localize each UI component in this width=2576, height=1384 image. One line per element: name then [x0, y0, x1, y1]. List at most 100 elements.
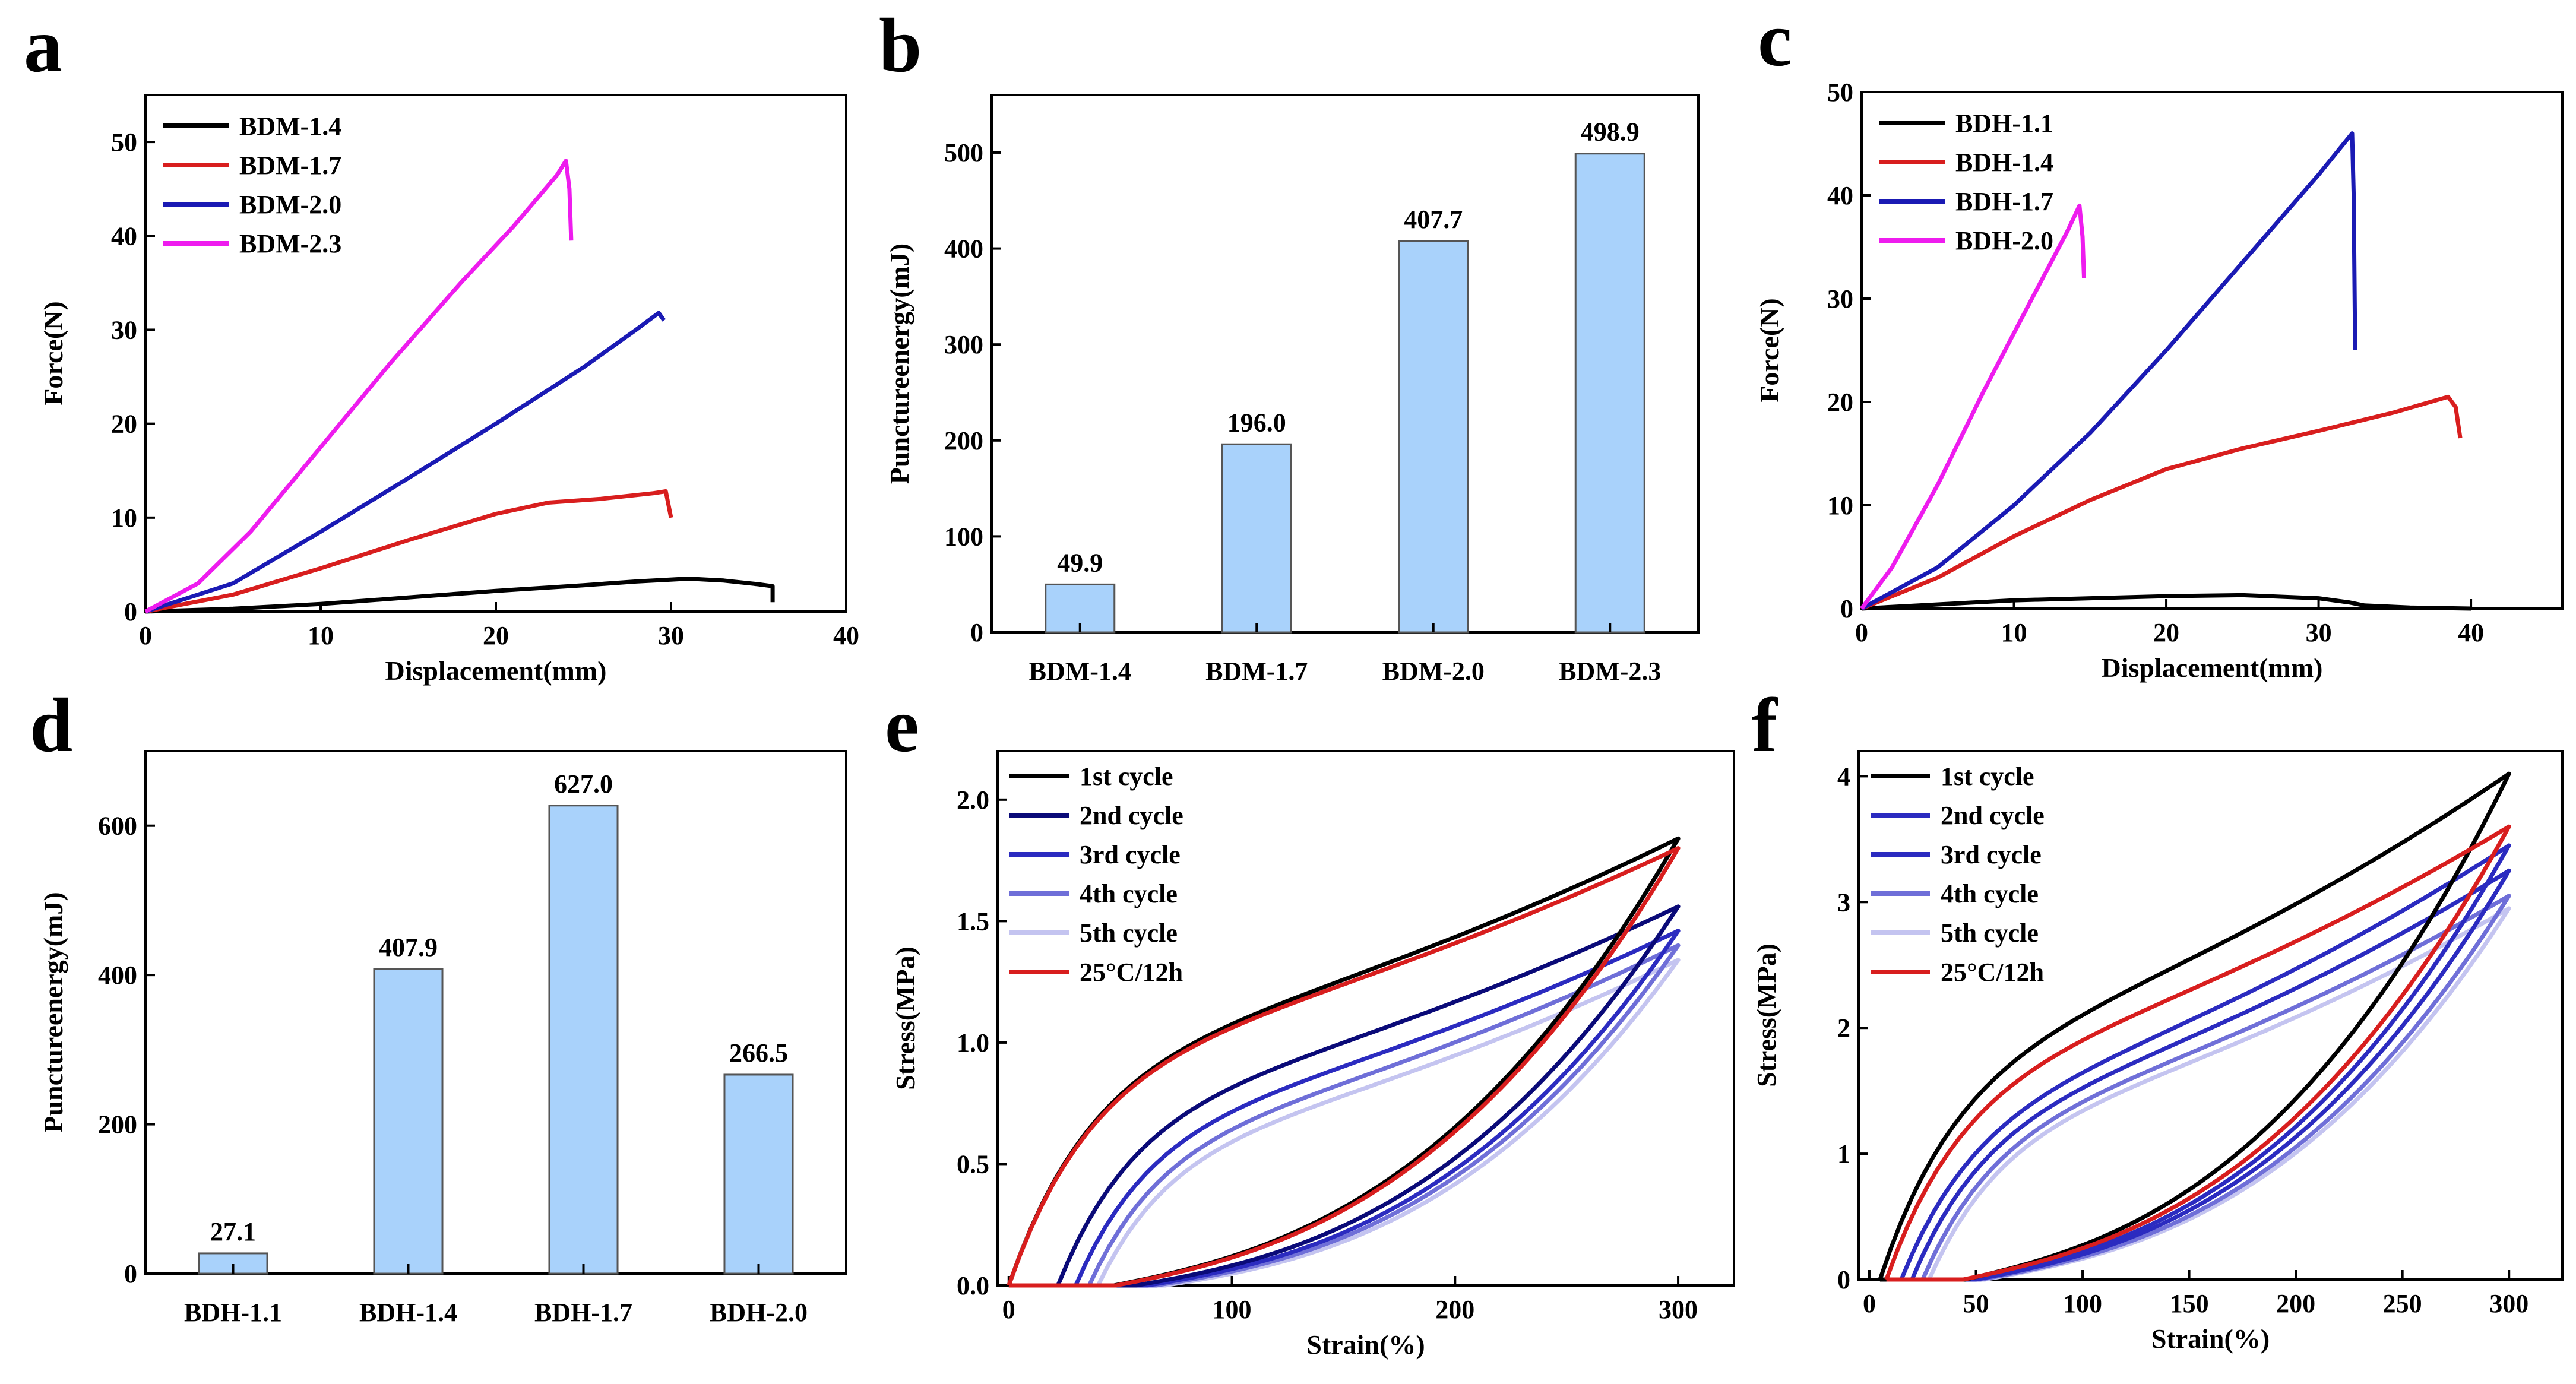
f-xtick-label: 50 [1963, 1289, 1989, 1318]
f-xtick-label: 200 [2276, 1289, 2315, 1318]
f-legend-label: 5th cycle [1941, 919, 2039, 948]
e-ylabel: Stress(MPa) [890, 946, 920, 1090]
c-series-line [1860, 394, 2463, 611]
e-frame [996, 750, 1735, 1287]
c-xlabel: Displacement(mm) [2101, 653, 2322, 683]
f-legend-label: 3rd cycle [1941, 840, 2042, 869]
a-xtick-label: 10 [308, 621, 334, 650]
panel-label-b: b [879, 3, 922, 88]
chart-e: 0.0 0.5 1.0 1.5 2.0 0 100 200 300 Strain(%) Stress… [890, 750, 1735, 1360]
d-bar [723, 1073, 794, 1275]
e-xtick-label: 200 [1435, 1295, 1474, 1324]
e-series-loop [1056, 904, 1681, 1288]
d-category-label: BDH-1.1 [184, 1298, 282, 1327]
chart-f: 0 1 2 3 4 0 50 100 150 200 250 300 Strain(%) Stress(M… [1751, 750, 2564, 1354]
e-ytick-label: 2.0 [957, 786, 989, 815]
f-ytick-label: 1 [1837, 1139, 1850, 1168]
b-category-label: BDM-2.3 [1559, 657, 1661, 686]
a-ylabel: Force(N) [38, 301, 68, 405]
c-xtick-label: 20 [2153, 618, 2179, 647]
a-series-line [144, 311, 666, 614]
d-ytick-label: 0 [124, 1259, 137, 1288]
d-bar-value-label: 27.1 [210, 1217, 256, 1246]
f-xtick-label: 150 [2170, 1289, 2209, 1318]
b-bar-value-label: 196.0 [1227, 408, 1286, 437]
f-ytick-label: 0 [1837, 1265, 1850, 1294]
f-xtick-label: 250 [2383, 1289, 2422, 1318]
e-series-loop [1007, 846, 1681, 1288]
chart-b: 0 100 200 300 400 500 Punctureenergy(mJ) 49.9 BD… [884, 94, 1700, 686]
a-legend-label: BDM-1.4 [239, 112, 341, 141]
panel-label-f: f [1752, 683, 1778, 768]
b-ytick-label: 0 [970, 618, 983, 647]
e-xtick-label: 300 [1659, 1295, 1698, 1324]
a-ytick-label: 30 [111, 315, 137, 344]
a-xtick-label: 30 [658, 621, 684, 650]
e-xtick-label: 100 [1213, 1295, 1252, 1324]
f-series-loop [1884, 824, 2511, 1282]
c-ytick-label: 0 [1840, 594, 1853, 623]
f-ytick-label: 4 [1837, 762, 1850, 791]
c-ytick-label: 20 [1827, 388, 1853, 417]
chart-d: 0 200 400 600 Punctureenergy(mJ) 27.1 BDH-1.1 4… [38, 750, 847, 1327]
a-xtick-label: 40 [833, 621, 859, 650]
a-legend-label: BDM-1.7 [239, 151, 341, 180]
c-series-line [1860, 203, 2086, 610]
c-series-line [1860, 131, 2357, 611]
a-ytick-label: 10 [111, 503, 137, 533]
d-bar-value-label: 627.0 [554, 769, 613, 799]
b-frame [990, 94, 1700, 634]
f-legend-label: 4th cycle [1941, 879, 2039, 908]
b-ylabel: Punctureenergy(mJ) [884, 243, 914, 484]
d-category-label: BDH-1.7 [534, 1298, 632, 1327]
f-series-loop [1920, 894, 2511, 1282]
d-bar [548, 805, 619, 1275]
b-ytick-label: 200 [944, 426, 983, 455]
b-ytick-label: 100 [944, 522, 983, 551]
a-series-line [145, 489, 673, 614]
f-series-loop [1899, 843, 2511, 1282]
e-legend-label: 5th cycle [1080, 919, 1178, 948]
f-legend-label: 25°C/12h [1941, 958, 2044, 987]
f-xtick-label: 300 [2489, 1289, 2528, 1318]
f-legend-label: 2nd cycle [1941, 801, 2045, 830]
e-series-loop [1096, 958, 1681, 1288]
a-ytick-label: 0 [124, 597, 137, 626]
e-legend-label: 1st cycle [1080, 762, 1173, 791]
a-series-line [145, 577, 775, 614]
a-ytick-label: 50 [111, 128, 137, 157]
d-ytick-label: 600 [98, 812, 137, 841]
a-xlabel: Displacement(mm) [385, 655, 606, 686]
f-xtick-label: 0 [1863, 1289, 1876, 1318]
c-xtick-label: 10 [2001, 618, 2027, 647]
f-series-loop [1878, 771, 2511, 1282]
f-frame [1857, 750, 2564, 1281]
e-legend-label: 3rd cycle [1080, 840, 1181, 869]
b-bar [1221, 443, 1292, 634]
e-ytick-label: 0.5 [957, 1149, 989, 1179]
f-xlabel: Strain(%) [2151, 1323, 2270, 1354]
d-bar-value-label: 266.5 [729, 1038, 788, 1068]
f-xtick-label: 100 [2063, 1289, 2102, 1318]
d-ylabel: Punctureenergy(mJ) [38, 892, 68, 1132]
a-ytick-label: 40 [111, 221, 137, 251]
c-ylabel: Force(N) [1754, 298, 1784, 402]
panel-label-c: c [1758, 0, 1792, 83]
panel-label-a: a [24, 3, 62, 88]
c-ytick-label: 10 [1827, 491, 1853, 520]
b-category-label: BDM-2.0 [1382, 657, 1485, 686]
d-ytick-label: 200 [98, 1110, 137, 1139]
f-ytick-label: 2 [1837, 1014, 1850, 1043]
b-bar [1398, 240, 1469, 634]
c-ytick-label: 30 [1827, 284, 1853, 313]
b-bar-value-label: 407.7 [1404, 205, 1463, 234]
e-series-loop [1074, 929, 1681, 1288]
chart-a: 0 10 20 30 40 50 0 10 20 30 40 Displacement(mm) Forc… [38, 94, 859, 686]
b-bar [1574, 153, 1645, 634]
c-ytick-label: 40 [1827, 181, 1853, 210]
c-xtick-label: 40 [2458, 618, 2484, 647]
a-legend-label: BDM-2.0 [239, 190, 341, 219]
d-category-label: BDH-2.0 [710, 1298, 808, 1327]
c-legend-label: BDH-1.1 [1955, 109, 2053, 138]
e-ytick-label: 1.0 [957, 1028, 989, 1057]
